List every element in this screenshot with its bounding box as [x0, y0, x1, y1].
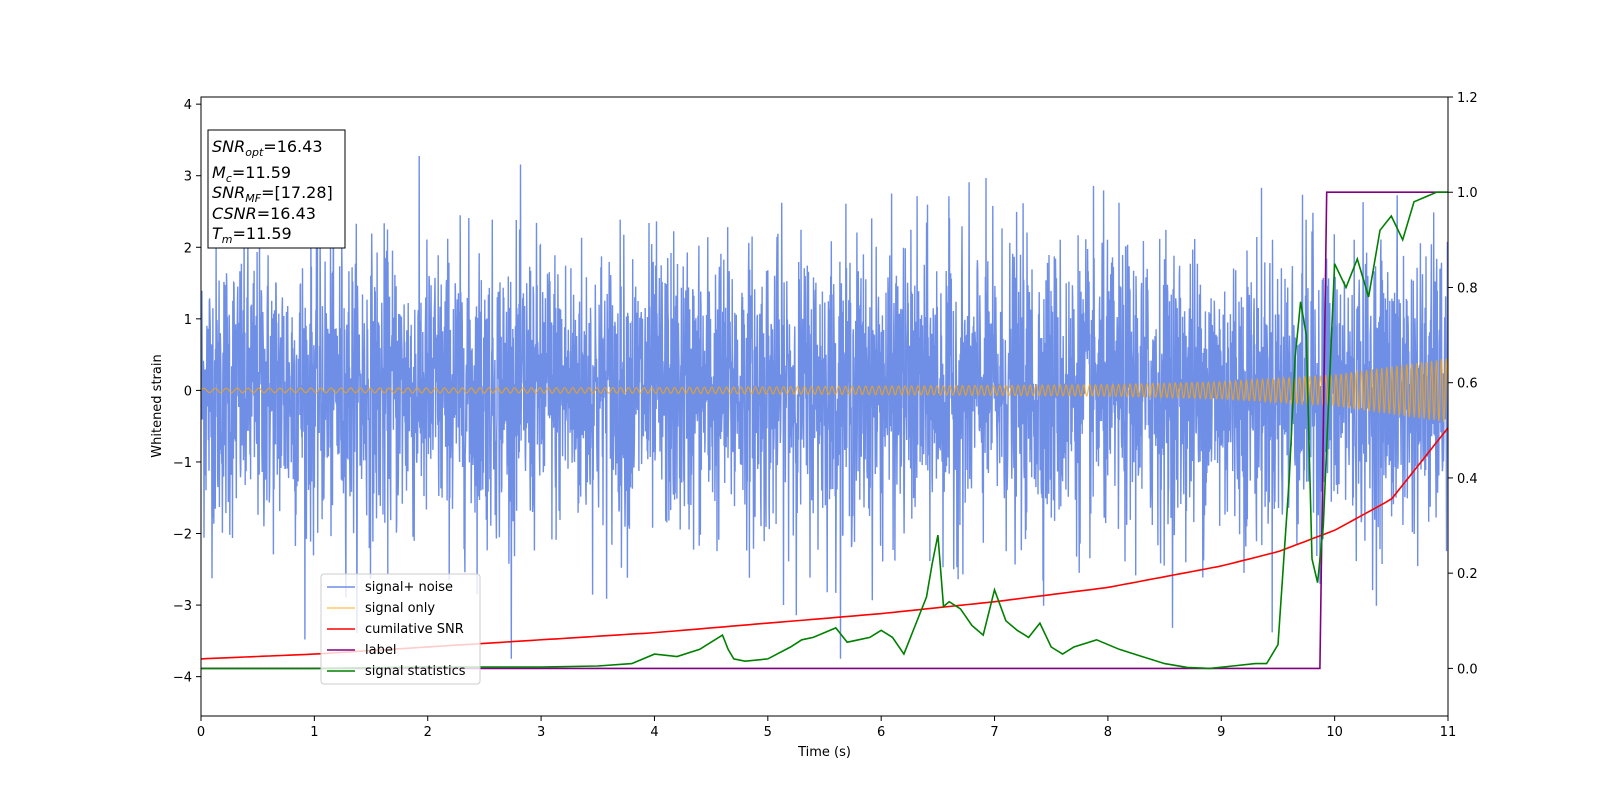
y-left-tick-label: 1: [184, 313, 192, 328]
info-line-mc: Mc=11.59: [212, 163, 291, 185]
legend-label-cumulative-snr: cumilative SNR: [365, 622, 464, 637]
y-axis-right: 0.0 0.2 0.4 0.6 0.8 1.0 1.2: [1448, 91, 1478, 677]
info-mc-subscript: c: [226, 172, 232, 185]
info-snr-opt-symbol: SNR: [212, 137, 245, 156]
info-tm-symbol: T: [212, 224, 223, 243]
info-mc-symbol: M: [212, 163, 226, 182]
info-tm-value: =11.59: [233, 224, 292, 243]
legend-label-signal-statistics: signal statistics: [365, 664, 466, 679]
info-snr-mf-symbol: SNR: [212, 183, 245, 202]
legend-label-signal-only: signal only: [365, 601, 435, 616]
y-right-tick-label: 1.0: [1457, 186, 1478, 201]
info-line-tm: Tm=11.59: [212, 224, 292, 246]
info-box-frame: [207, 129, 346, 249]
y-right-tick-label: 0.0: [1457, 662, 1478, 677]
legend-label-label: label: [365, 643, 396, 658]
x-tick-label: 3: [537, 725, 545, 740]
y-right-tick-label: 0.4: [1457, 472, 1478, 487]
legend: signal+ noise signal only cumilative SNR…: [320, 573, 481, 685]
x-tick-label: 0: [197, 725, 205, 740]
x-tick-label: 2: [424, 725, 432, 740]
y-left-tick-label: −4: [173, 671, 192, 686]
info-snr-opt-value: =16.43: [263, 137, 322, 156]
y-left-tick-label: 3: [184, 170, 192, 185]
info-snr-mf-value: =[17.28]: [261, 183, 333, 202]
x-tick-label: 7: [990, 725, 998, 740]
y-left-tick-label: 4: [184, 98, 192, 113]
info-line-snr-mf: SNRMF=[17.28]: [212, 183, 333, 205]
y-right-tick-label: 1.2: [1457, 91, 1478, 106]
x-tick-label: 11: [1440, 725, 1457, 740]
y-left-tick-label: 2: [184, 241, 192, 256]
x-tick-label: 6: [877, 725, 885, 740]
info-csnr-symbol: CSNR: [212, 204, 257, 223]
info-tm-subscript: m: [222, 233, 233, 246]
x-tick-label: 4: [650, 725, 658, 740]
y-right-tick-label: 0.2: [1457, 567, 1478, 582]
x-tick-label: 8: [1104, 725, 1112, 740]
x-tick-label: 9: [1217, 725, 1225, 740]
y-right-tick-label: 0.6: [1457, 377, 1478, 392]
series-label: [201, 191, 1448, 670]
y-left-tick-label: −3: [173, 599, 192, 614]
x-tick-label: 10: [1326, 725, 1343, 740]
x-tick-label: 5: [764, 725, 772, 740]
y-left-tick-label: −1: [173, 456, 192, 471]
series-signal-only: [201, 358, 1448, 423]
x-axis: 0 1 2 3 4 5 6 7 8 9 10 11: [197, 716, 1456, 740]
info-line-snr-opt: SNRopt=16.43: [212, 137, 323, 159]
plot-frame: [200, 96, 1449, 717]
info-mc-value: =11.59: [232, 163, 291, 182]
legend-label-signal-noise: signal+ noise: [365, 580, 453, 595]
series-signal-statistics: [201, 191, 1448, 670]
y-axis-left: −4 −3 −2 −1 0 1 2 3 4: [173, 98, 201, 686]
y-right-tick-label: 0.8: [1457, 281, 1478, 296]
legend-frame: [320, 573, 481, 685]
x-tick-label: 1: [310, 725, 318, 740]
info-snr-mf-subscript: MF: [245, 192, 261, 205]
y-axis-title: Whitened strain: [150, 354, 165, 457]
info-box: SNRopt=16.43 Mc=11.59 SNRMF=[17.28] CSNR…: [207, 129, 346, 249]
info-snr-opt-subscript: opt: [245, 146, 264, 159]
info-line-csnr: CSNR=16.43: [212, 204, 316, 223]
x-axis-title: Time (s): [797, 745, 851, 760]
y-left-tick-label: −2: [173, 528, 192, 543]
y-left-tick-label: 0: [184, 384, 192, 399]
info-csnr-value: =16.43: [257, 204, 316, 223]
